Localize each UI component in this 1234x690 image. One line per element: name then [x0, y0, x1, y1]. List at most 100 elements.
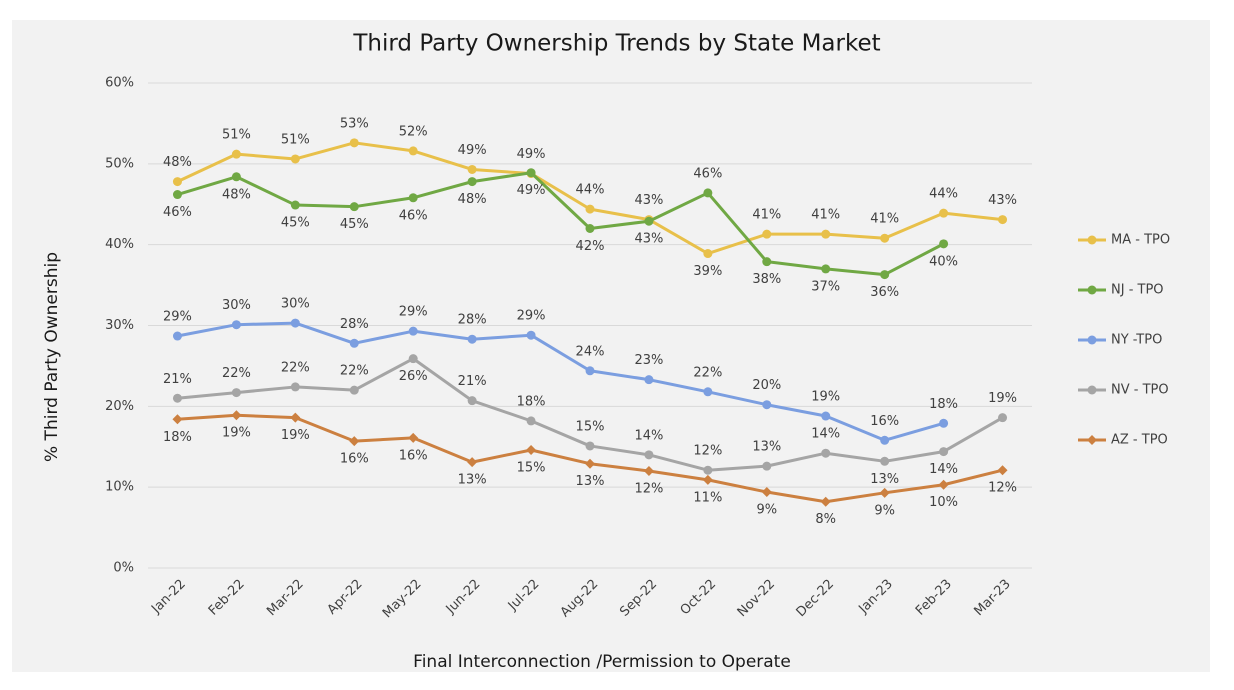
legend-marker [1087, 235, 1097, 245]
data-label: 29% [399, 305, 428, 320]
data-label: 53% [340, 116, 369, 131]
marker [408, 146, 418, 156]
marker [231, 410, 242, 421]
data-label: 16% [340, 452, 369, 467]
marker [349, 338, 359, 348]
marker [644, 216, 654, 226]
data-label: 43% [634, 193, 663, 208]
data-label: 20% [752, 378, 781, 393]
marker [939, 239, 949, 249]
y-axis-title: % Third Party Ownership [42, 252, 62, 462]
marker [290, 382, 300, 392]
marker [349, 138, 359, 148]
marker [644, 375, 654, 385]
legend-marker [1087, 435, 1097, 445]
marker [939, 208, 949, 218]
marker [880, 270, 890, 280]
marker [702, 474, 713, 485]
data-label: 22% [693, 365, 722, 380]
data-label: 19% [811, 390, 840, 405]
marker [349, 385, 359, 395]
data-label: 23% [634, 353, 663, 368]
data-label: 26% [399, 369, 428, 384]
marker [585, 224, 595, 233]
marker [290, 318, 300, 328]
marker [762, 229, 772, 239]
legend-label: AZ - TPO [1111, 433, 1168, 448]
data-label: 41% [752, 208, 781, 223]
marker [703, 249, 713, 259]
data-label: 49% [517, 147, 546, 162]
series-line [177, 321, 945, 442]
data-label: 46% [693, 166, 722, 181]
marker [643, 466, 654, 476]
data-label: 49% [458, 143, 487, 158]
marker [998, 413, 1008, 423]
marker [290, 154, 300, 164]
data-label: 29% [517, 309, 546, 324]
marker [408, 432, 419, 443]
marker [467, 177, 477, 187]
data-label: 19% [281, 428, 310, 443]
y-tick-label: 50% [105, 156, 134, 171]
marker [172, 177, 182, 187]
marker [997, 465, 1008, 476]
data-label: 29% [163, 310, 192, 325]
marker [231, 388, 241, 398]
marker [762, 257, 772, 267]
chart-title: Third Party Ownership Trends by State Ma… [352, 31, 880, 57]
marker [467, 396, 477, 406]
data-label: 13% [576, 474, 605, 489]
legend-marker [1087, 285, 1097, 295]
marker [290, 412, 301, 423]
marker [703, 387, 713, 397]
marker [467, 334, 477, 344]
data-label: 22% [340, 364, 369, 379]
marker [408, 354, 418, 364]
data-label: 21% [458, 374, 487, 389]
legend-marker [1087, 385, 1097, 395]
legend-label: MA - TPO [1111, 233, 1170, 248]
data-label: 48% [163, 155, 192, 170]
data-label: 16% [870, 414, 899, 429]
legend-label: NY -TPO [1111, 333, 1162, 348]
marker [172, 414, 183, 425]
data-label: 12% [693, 444, 722, 459]
data-label: 45% [281, 216, 310, 231]
data-label: 43% [988, 193, 1017, 208]
marker [703, 465, 713, 475]
series-line [177, 171, 945, 277]
marker [526, 444, 537, 455]
marker [939, 418, 949, 428]
marker [703, 188, 713, 198]
y-tick-label: 30% [105, 318, 134, 333]
marker [172, 190, 182, 200]
data-label: 18% [517, 394, 546, 409]
data-label: 13% [752, 440, 781, 455]
data-label: 37% [811, 279, 840, 294]
data-label: 48% [458, 192, 487, 207]
marker [467, 164, 477, 174]
data-label: 49% [517, 183, 546, 198]
marker [585, 204, 595, 214]
marker [762, 461, 772, 471]
data-label: 8% [815, 512, 836, 527]
data-label: 19% [988, 391, 1017, 406]
marker [880, 435, 890, 445]
marker [821, 448, 831, 458]
y-tick-label: 10% [105, 480, 134, 495]
data-label: 30% [281, 297, 310, 312]
marker [762, 400, 772, 410]
data-label: 42% [576, 239, 605, 254]
data-label: 52% [399, 124, 428, 139]
marker [938, 479, 949, 490]
marker [290, 200, 300, 210]
data-label: 15% [576, 419, 605, 434]
data-label: 18% [929, 397, 958, 412]
data-label: 45% [340, 217, 369, 232]
x-axis-title: Final Interconnection /Permission to Ope… [413, 652, 791, 672]
data-label: 21% [163, 372, 192, 387]
data-label: 38% [752, 272, 781, 287]
marker [526, 416, 536, 426]
data-label: 14% [929, 462, 958, 477]
